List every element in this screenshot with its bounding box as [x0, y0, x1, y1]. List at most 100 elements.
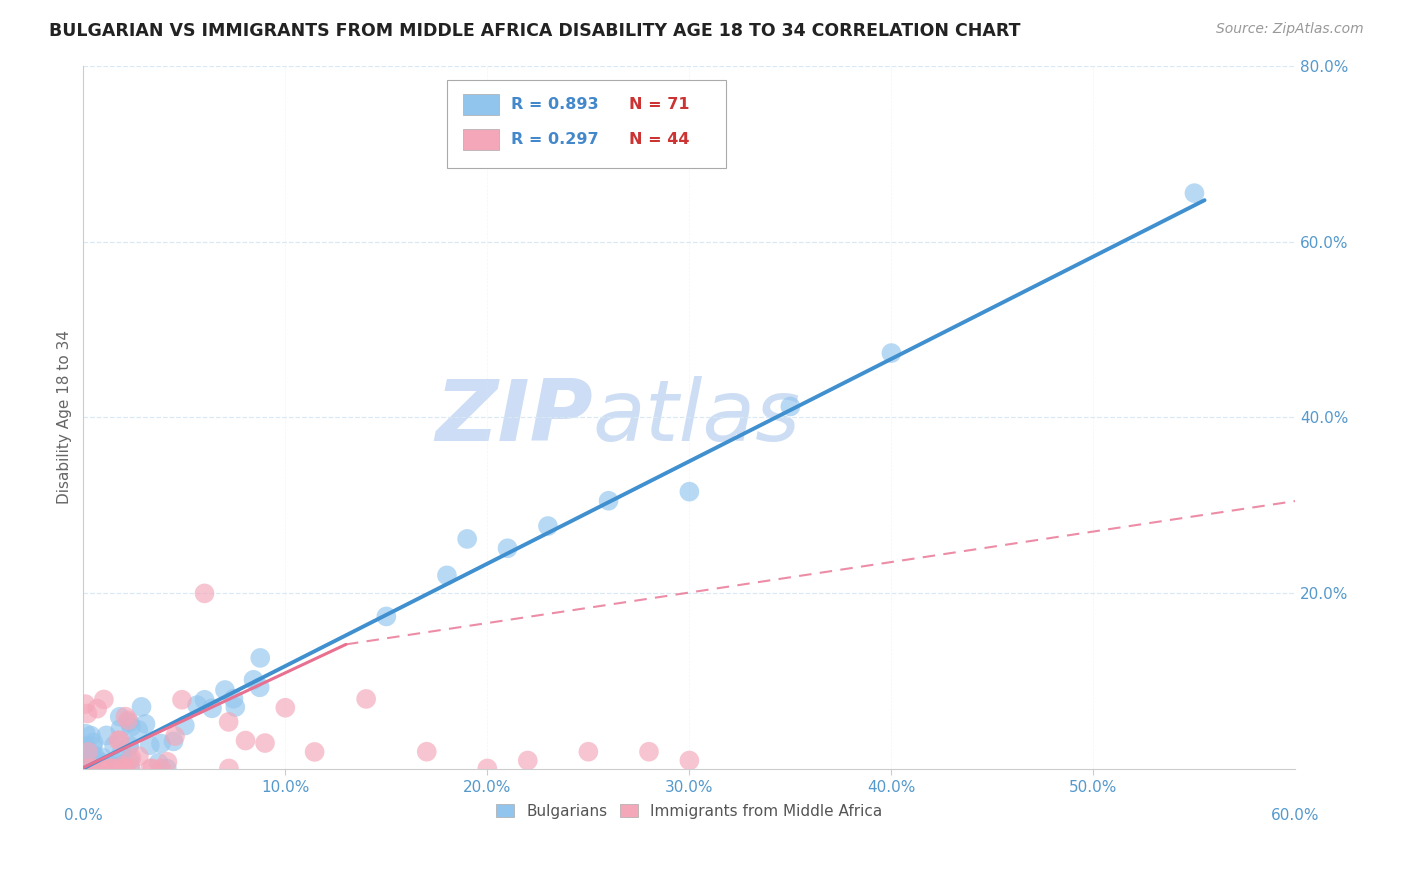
Point — [304, 745, 326, 759]
Point — [87, 761, 110, 775]
Point — [100, 761, 122, 775]
Point — [89, 761, 111, 775]
Point — [120, 761, 142, 775]
Text: Source: ZipAtlas.com: Source: ZipAtlas.com — [1216, 22, 1364, 37]
Point — [77, 745, 100, 759]
Point — [120, 720, 142, 734]
Point — [186, 698, 208, 712]
Point — [80, 761, 103, 775]
Point — [249, 681, 271, 695]
Point — [214, 683, 236, 698]
Point — [75, 754, 97, 768]
Point — [148, 756, 170, 770]
Point — [117, 739, 139, 754]
Point — [96, 761, 118, 775]
Text: R = 0.297: R = 0.297 — [512, 132, 599, 147]
FancyBboxPatch shape — [447, 79, 725, 168]
Point — [218, 714, 240, 729]
Point — [79, 761, 101, 775]
Point — [107, 756, 129, 770]
Point — [110, 722, 132, 736]
Point — [75, 739, 97, 753]
Point — [91, 761, 114, 775]
Point — [477, 761, 499, 775]
Point — [416, 745, 439, 759]
FancyBboxPatch shape — [463, 129, 499, 150]
Point — [120, 761, 142, 775]
Point — [436, 568, 458, 582]
Point — [101, 761, 124, 775]
Point — [224, 700, 246, 714]
Point — [90, 757, 112, 772]
Point — [222, 691, 245, 706]
Point — [80, 750, 103, 764]
Legend: Bulgarians, Immigrants from Middle Africa: Bulgarians, Immigrants from Middle Afric… — [489, 797, 889, 825]
Point — [110, 761, 132, 775]
Point — [108, 710, 131, 724]
Point — [101, 758, 124, 772]
Point — [118, 739, 141, 753]
Point — [77, 752, 100, 766]
Y-axis label: Disability Age 18 to 34: Disability Age 18 to 34 — [58, 330, 72, 505]
Point — [76, 706, 98, 721]
Point — [678, 484, 700, 499]
Point — [131, 699, 153, 714]
Point — [516, 754, 538, 768]
Point — [139, 738, 162, 752]
Point — [84, 761, 107, 775]
Point — [80, 761, 103, 775]
Text: N = 71: N = 71 — [628, 97, 689, 112]
Point — [249, 651, 271, 665]
Point — [193, 586, 215, 600]
Point — [75, 726, 97, 740]
Point — [100, 761, 122, 775]
Point — [82, 739, 104, 754]
Point — [83, 761, 105, 775]
Point — [82, 749, 104, 764]
Point — [90, 761, 112, 775]
Point — [93, 692, 115, 706]
Point — [108, 733, 131, 747]
Point — [678, 754, 700, 768]
Point — [117, 714, 139, 728]
Point — [598, 493, 620, 508]
Point — [111, 758, 134, 772]
Point — [83, 761, 105, 775]
Point — [101, 761, 124, 775]
Point — [75, 761, 97, 775]
Point — [107, 733, 129, 747]
Point — [127, 723, 149, 737]
Text: N = 44: N = 44 — [628, 132, 689, 147]
Text: BULGARIAN VS IMMIGRANTS FROM MIDDLE AFRICA DISABILITY AGE 18 TO 34 CORRELATION C: BULGARIAN VS IMMIGRANTS FROM MIDDLE AFRI… — [49, 22, 1021, 40]
Point — [173, 718, 195, 732]
Text: 60.0%: 60.0% — [1271, 808, 1320, 823]
Point — [121, 751, 143, 765]
Text: ZIP: ZIP — [434, 376, 592, 459]
Point — [83, 748, 105, 763]
Point — [163, 729, 186, 743]
Point — [193, 693, 215, 707]
Point — [76, 758, 98, 772]
Point — [496, 541, 519, 556]
Point — [156, 761, 179, 775]
Point — [638, 745, 661, 759]
Point — [162, 734, 184, 748]
Point — [218, 761, 240, 775]
Text: 0.0%: 0.0% — [63, 808, 103, 823]
Point — [880, 346, 903, 360]
FancyBboxPatch shape — [463, 94, 499, 115]
Point — [375, 609, 398, 624]
Point — [75, 741, 97, 756]
Point — [91, 750, 114, 764]
Point — [537, 519, 560, 533]
Point — [354, 692, 377, 706]
Point — [170, 692, 193, 706]
Point — [83, 736, 105, 750]
Point — [75, 697, 97, 711]
Point — [156, 755, 179, 769]
Point — [274, 700, 297, 714]
Point — [576, 745, 599, 759]
Point — [134, 717, 156, 731]
Point — [114, 761, 136, 775]
Point — [110, 747, 132, 761]
